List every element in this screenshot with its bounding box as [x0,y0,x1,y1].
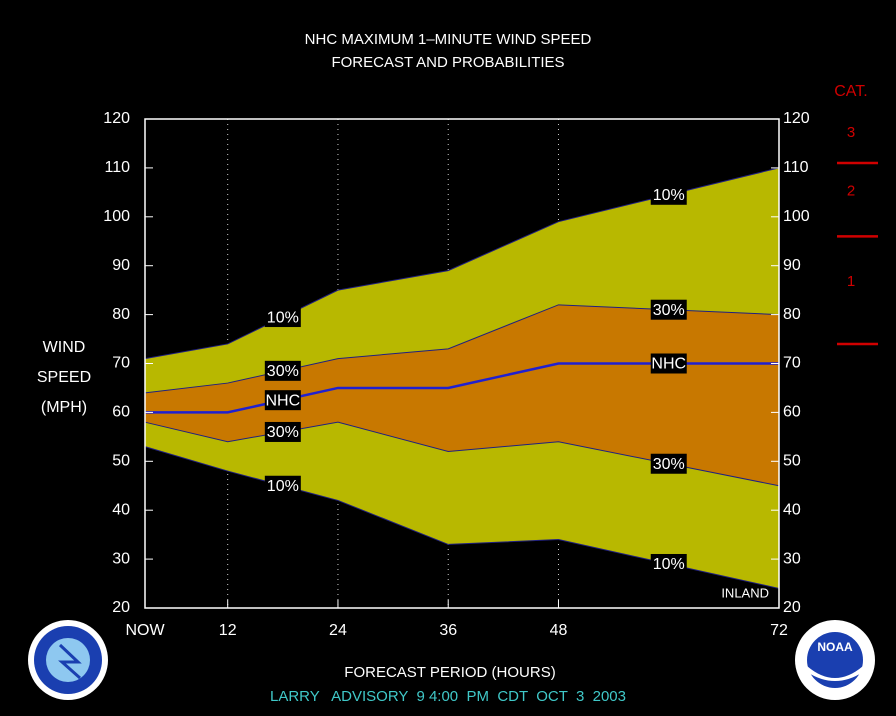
y-tick-label: 80 [112,306,130,323]
series-label: 30% [267,424,299,441]
band-edge [144,167,780,360]
y-tick-label: 90 [112,257,130,274]
series-label: 10% [267,309,299,326]
series-label: 10% [653,187,685,204]
chart-subtitle: FORECAST AND PROBABILITIES [331,54,564,71]
plot-area [144,119,780,608]
category-label: 1 [847,273,855,290]
annotation: INLAND [721,585,769,600]
nws-logo [28,620,108,700]
y-tick-label: 70 [112,355,130,372]
y-axis-label: (MPH) [41,399,87,416]
label-box [264,475,301,496]
band-edge [144,304,780,394]
y-axis-label: WIND [43,339,86,356]
y-tick-label: 20 [783,599,801,616]
series-label: 30% [653,302,685,319]
category-label: 2 [847,183,855,200]
y-tick-label: 100 [783,208,810,225]
x-tick-label: 48 [550,622,568,639]
y-tick-label: 110 [783,159,809,176]
footer: LARRY ADVISORY 9 4:00 PM CDT OCT 3 2003 [270,688,626,705]
y-tick-label: 30 [783,550,801,567]
category-title: CAT. [834,83,867,100]
y-tick-label: 100 [103,208,130,225]
x-axis-label: FORECAST PERIOD (HOURS) [344,664,555,681]
chart-title: NHC MAXIMUM 1–MINUTE WIND SPEED [305,31,592,48]
band-edge [144,446,780,589]
series-label: 30% [653,456,685,473]
y-tick-label: 120 [103,110,130,127]
series-label: NHC [651,356,686,373]
noaa-logo: NOAA [795,620,875,700]
series-label: NHC [265,392,300,409]
forecast-line [145,362,779,414]
x-tick-label: 72 [770,622,788,639]
label-box [650,353,687,374]
y-tick-label: 40 [783,501,801,518]
series-label: 10% [267,478,299,495]
label-box [650,453,687,474]
label-box [264,390,301,411]
y-tick-label: 80 [783,306,801,323]
y-tick-label: 120 [783,110,810,127]
y-tick-label: 60 [112,404,130,421]
label-box [264,307,301,328]
y-tick-label: 50 [112,453,130,470]
series-label: 10% [653,556,685,573]
y-tick-label: 110 [104,159,130,176]
y-tick-label: 20 [112,599,130,616]
y-tick-label: 30 [112,550,130,567]
y-tick-label: 40 [112,501,130,518]
label-box [650,299,687,320]
band-edge [144,421,780,487]
y-tick-label: 70 [783,355,801,372]
y-tick-label: 50 [783,453,801,470]
x-tick-label: 24 [329,622,347,639]
label-box [650,184,687,205]
y-tick-label: 60 [783,404,801,421]
y-tick-label: 90 [783,257,801,274]
x-tick-label: NOW [125,622,165,639]
label-box [650,553,687,574]
series-label: 30% [267,363,299,380]
label-box [264,421,301,442]
probability-band [145,304,779,486]
category-label: 3 [847,124,855,141]
y-axis-label: SPEED [37,369,91,386]
logo-text: NOAA [817,640,853,654]
x-tick-label: 12 [219,622,237,639]
x-tick-label: 36 [439,622,457,639]
label-box [264,360,301,381]
